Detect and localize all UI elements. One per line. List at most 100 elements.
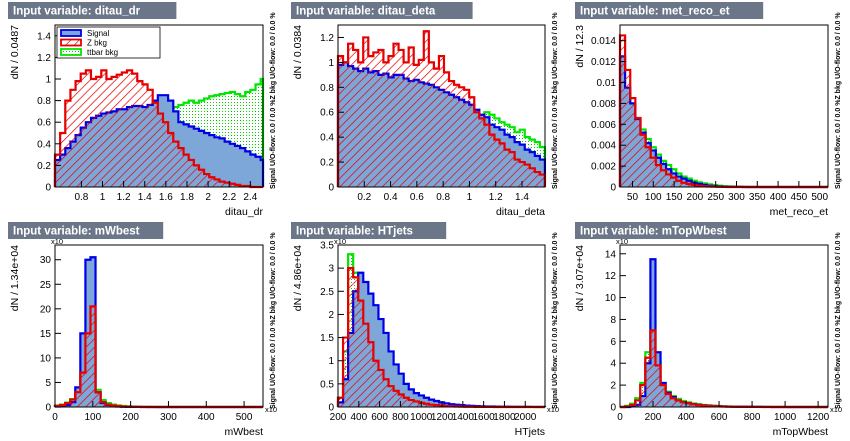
x-tick-label: 0.8 bbox=[436, 192, 450, 203]
y-tick-label: 0.4 bbox=[37, 139, 51, 150]
title-box bbox=[8, 222, 164, 239]
x-tick-label: 1200 bbox=[807, 412, 830, 423]
x-tick-label: 600 bbox=[711, 412, 728, 423]
x-multiplier: x10 bbox=[830, 405, 842, 414]
x-tick-label: 1200 bbox=[431, 412, 454, 423]
legend-signal-label: Signal bbox=[87, 29, 109, 38]
legend-signal-swatch bbox=[60, 29, 82, 37]
y-tick-label: 1.4 bbox=[37, 31, 51, 42]
y-axis-label: dN / 1.34e+04 bbox=[9, 245, 21, 311]
y-tick-label: 8 bbox=[610, 315, 616, 326]
x-tick-label: 400 bbox=[770, 192, 787, 203]
panel-6: Input variable: mTopWbest 0 200 400 600 800 10… bbox=[574, 222, 842, 438]
panel-2: Input variable: ditau_deta 0.2 0.4 0.6 0.8 1 1… bbox=[291, 2, 559, 218]
y-tick-label: 0.8 bbox=[37, 96, 51, 107]
x-tick-label: 1.8 bbox=[180, 192, 194, 203]
legend-ttbar-bkg-label: ttbar bkg bbox=[87, 48, 118, 57]
hist-signal-fill bbox=[338, 272, 545, 407]
y-tick-label: 1.2 bbox=[320, 33, 334, 44]
y-axis-label: dN / 3.07e+04 bbox=[574, 245, 586, 311]
overflow-label: Signal U/O-flow: 0.0 / 0.0 %Z bkg U/O-fl… bbox=[552, 12, 559, 189]
title-box bbox=[575, 2, 764, 19]
y-tick-label: 0 bbox=[45, 403, 51, 414]
plot-frame-border bbox=[619, 24, 829, 188]
y-multiplier: x10 bbox=[616, 237, 628, 246]
x-multiplier: x10 bbox=[265, 405, 277, 414]
x-tick-label: 2.2 bbox=[222, 192, 236, 203]
legend-ttbar-bkg-swatch bbox=[60, 48, 82, 56]
hist-z-bkg-line bbox=[53, 69, 263, 189]
x-tick-label: 2 bbox=[205, 192, 211, 203]
x-tick-label: 1.4 bbox=[138, 192, 152, 203]
x-tick-label: 0 bbox=[52, 412, 58, 423]
x-tick-label: 150 bbox=[666, 192, 683, 203]
y-tick-label: 10 bbox=[40, 353, 52, 364]
title-box bbox=[8, 2, 177, 19]
x-tick-label: 500 bbox=[811, 192, 828, 203]
x-tick-label: 450 bbox=[791, 192, 808, 203]
overflow-label: Signal U/O-flow: 0.0 / 0.0 %Z bkg U/O-fl… bbox=[835, 12, 842, 189]
x-tick-label: 0.6 bbox=[410, 192, 424, 203]
y-axis-label: dN / 4.86e+04 bbox=[292, 245, 304, 311]
y-multiplier: x10 bbox=[51, 237, 63, 246]
plot-frame-border bbox=[54, 244, 264, 408]
y-tick-label: 1.5 bbox=[320, 333, 334, 344]
y-tick-label: 0 bbox=[610, 403, 616, 414]
y-tick-label: 1 bbox=[45, 75, 51, 86]
x-tick-label: 200 bbox=[330, 412, 347, 423]
y-tick-label: 0 bbox=[610, 183, 616, 194]
panel-4: Input variable: mWbest 0 100 200 300 400 500 0 5… bbox=[8, 222, 277, 438]
x-tick-label: 200 bbox=[122, 412, 139, 423]
x-tick-label: 100 bbox=[645, 192, 662, 203]
x-multiplier: x10 bbox=[547, 405, 559, 414]
title-box bbox=[291, 222, 447, 239]
title-box bbox=[575, 222, 750, 239]
x-axis-label: ditau_dr bbox=[225, 206, 263, 218]
y-tick-label: 0.6 bbox=[320, 108, 334, 119]
x-tick-label: 1600 bbox=[473, 412, 496, 423]
chart-title: Input variable: mTopWbest bbox=[580, 226, 727, 238]
x-tick-label: 1800 bbox=[493, 412, 516, 423]
title-box bbox=[291, 2, 473, 19]
x-tick-label: 0.4 bbox=[384, 192, 398, 203]
y-axis-label: dN / 0.0384 bbox=[292, 25, 304, 79]
x-tick-label: 200 bbox=[645, 412, 662, 423]
plot-frame-border bbox=[337, 24, 546, 188]
x-tick-label: 2000 bbox=[514, 412, 537, 423]
x-tick-label: 1000 bbox=[410, 412, 433, 423]
x-tick-label: 350 bbox=[749, 192, 766, 203]
y-tick-label: 0.5 bbox=[320, 379, 334, 390]
x-axis-label: met_reco_et bbox=[770, 206, 828, 218]
hist-z-bkg-fill bbox=[338, 31, 545, 187]
plot-frame-border bbox=[54, 24, 264, 188]
chart-title: Input variable: mWbest bbox=[13, 226, 140, 238]
x-tick-label: 0.8 bbox=[74, 192, 88, 203]
y-tick-label: 0.002 bbox=[591, 162, 616, 173]
y-tick-label: 1 bbox=[328, 356, 334, 367]
x-tick-label: 1.6 bbox=[159, 192, 173, 203]
x-tick-label: 1 bbox=[100, 192, 106, 203]
x-tick-label: 100 bbox=[84, 412, 101, 423]
overflow-label: Signal U/O-flow: 0.0 / 0.0 %Z bkg U/O-fl… bbox=[835, 232, 842, 409]
y-tick-label: 15 bbox=[40, 329, 52, 340]
x-tick-label: 2.4 bbox=[243, 192, 257, 203]
x-tick-label: 1.2 bbox=[489, 192, 503, 203]
x-tick-label: 1.4 bbox=[515, 192, 529, 203]
y-tick-label: 0 bbox=[45, 183, 51, 194]
x-tick-label: 400 bbox=[350, 412, 367, 423]
chart-title: Input variable: ditau_dr bbox=[13, 6, 141, 18]
x-axis-label: ditau_deta bbox=[496, 206, 545, 218]
x-tick-label: 300 bbox=[160, 412, 177, 423]
y-multiplier: x10 bbox=[334, 237, 346, 246]
plot-frame-border bbox=[337, 244, 546, 408]
x-axis-label: mTopWbest bbox=[773, 426, 829, 438]
legend-z-bkg-swatch bbox=[60, 38, 82, 47]
y-tick-label: 2.5 bbox=[320, 287, 334, 298]
y-tick-label: 0 bbox=[328, 183, 334, 194]
x-tick-label: 1.2 bbox=[117, 192, 131, 203]
x-tick-label: 1 bbox=[467, 192, 473, 203]
x-tick-label: 250 bbox=[707, 192, 724, 203]
x-tick-label: 0 bbox=[617, 412, 623, 423]
